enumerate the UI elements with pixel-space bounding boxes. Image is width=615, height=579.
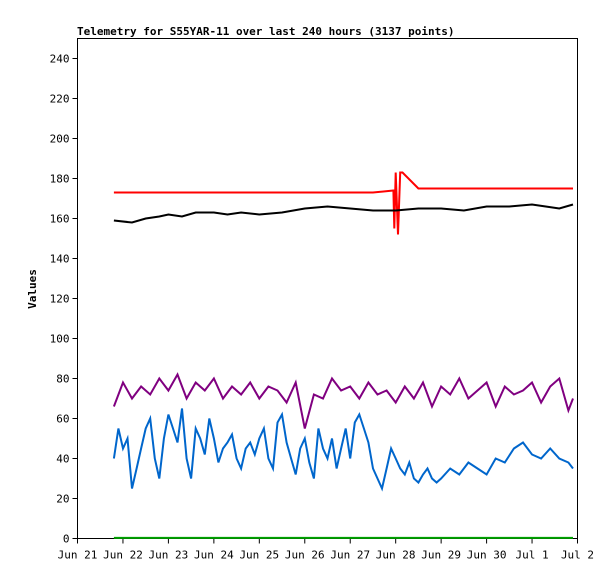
series-line-4	[112, 408, 574, 492]
x-tick-label: Jul 2	[561, 549, 594, 562]
y-tick-label: 40	[56, 453, 69, 466]
x-tick-label: Jun 25	[239, 549, 279, 562]
x-tick-label: Jun 22	[103, 549, 143, 562]
y-tick-label: 160	[50, 213, 70, 226]
y-tick-label: 140	[50, 253, 70, 266]
plot-frame	[77, 38, 578, 539]
x-tick-label: Jun 21	[58, 549, 98, 562]
series-line-1	[113, 171, 573, 235]
y-tick-label: 180	[50, 173, 70, 186]
y-tick-label: 80	[56, 373, 69, 386]
series-line-2	[113, 203, 574, 224]
series-group	[112, 171, 574, 539]
x-tick-label: Jun 23	[149, 549, 189, 562]
y-tick-label: 120	[50, 293, 70, 306]
y-tick-label: 60	[56, 413, 69, 426]
y-tick-label: 240	[50, 53, 70, 66]
y-tick-label: 220	[50, 93, 70, 106]
x-tick-label: Jun 29	[421, 549, 461, 562]
x-tick-label: Jun 30	[467, 549, 507, 562]
y-tick-label: 200	[50, 133, 70, 146]
x-tick-label: Jun 24	[194, 549, 234, 562]
x-tick-label: Jun 28	[376, 549, 416, 562]
chart-title: Telemetry for S55YAR-11 over last 240 ho…	[77, 25, 455, 38]
y-tick-label: 100	[50, 333, 70, 346]
y-tick-label: 20	[56, 493, 69, 506]
series-line-3	[112, 372, 574, 429]
y-tick-label: 0	[63, 533, 70, 546]
x-axis: Jun 21 Jun 22 Jun 23 Jun 24 Jun 25 Jun 26 Jun …	[58, 538, 594, 562]
y-axis-label: Values	[26, 269, 39, 309]
x-tick-label: Jun 27	[330, 549, 370, 562]
x-tick-label: Jun 26	[285, 549, 325, 562]
y-axis: 0 20 40 60 80 100 120 140 160 180 200 220 240	[50, 53, 78, 546]
x-tick-label: Jul 1	[515, 549, 548, 562]
